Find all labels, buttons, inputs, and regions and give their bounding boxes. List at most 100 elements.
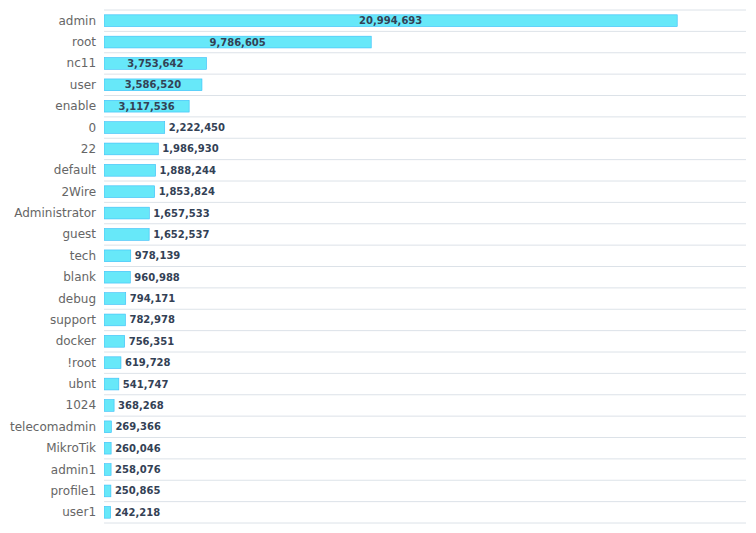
separator [104, 523, 746, 524]
separator [104, 437, 746, 438]
tick-label: support [50, 313, 96, 327]
tick-label: 1024 [66, 398, 97, 412]
data-labels: 20,994,693 9,786,605 3,753,642 3,586,520 3,1… [115, 15, 423, 518]
bar [104, 485, 111, 497]
separator [104, 480, 746, 481]
data-label: 2,222,450 [169, 122, 225, 133]
separator [104, 138, 746, 139]
bar [104, 271, 130, 283]
separator [104, 266, 746, 267]
bar [104, 79, 202, 91]
data-label: 3,117,536 [118, 101, 174, 112]
tick-label: enable [55, 99, 96, 113]
data-label: 541,747 [123, 379, 169, 390]
tick-label: nc11 [67, 56, 96, 70]
separator [104, 159, 746, 160]
tick-label: 2Wire [61, 185, 96, 199]
separator [104, 74, 746, 75]
data-label: 782,978 [129, 314, 175, 325]
bar [104, 15, 677, 27]
data-label: 794,171 [130, 293, 176, 304]
data-label: 258,076 [115, 464, 161, 475]
data-label: 1,853,824 [159, 186, 215, 197]
data-label: 242,218 [115, 507, 161, 518]
data-label: 3,753,642 [127, 58, 183, 69]
bar [104, 506, 111, 518]
tick-label: profile1 [51, 484, 97, 498]
bar [104, 122, 165, 134]
separator [104, 501, 746, 502]
separator [104, 458, 746, 459]
separator [104, 181, 746, 182]
bar [104, 293, 126, 305]
tick-label: admin1 [51, 463, 96, 477]
bar [104, 100, 189, 112]
tick-label: default [54, 163, 97, 177]
bar [104, 164, 156, 176]
bar [104, 378, 119, 390]
data-label: 20,994,693 [359, 15, 422, 26]
tick-label: ubnt [69, 377, 97, 391]
separator [104, 373, 746, 374]
separator [104, 223, 746, 224]
data-label: 250,865 [115, 485, 161, 496]
tick-label: docker [56, 334, 96, 348]
separator [104, 31, 746, 32]
y-axis: admin root nc11 user enable 0 22 default 2Wire Ad… [10, 14, 96, 520]
tick-label: 0 [88, 121, 96, 135]
data-label: 978,139 [135, 250, 181, 261]
data-label: 9,786,605 [209, 37, 265, 48]
bar [104, 58, 206, 70]
data-label: 3,586,520 [125, 79, 181, 90]
data-label: 269,366 [115, 421, 161, 432]
tick-label: root [72, 35, 96, 49]
bar [104, 442, 111, 454]
data-label: 1,888,244 [160, 165, 216, 176]
data-label: 756,351 [129, 336, 175, 347]
data-label: 260,046 [115, 443, 161, 454]
bar [104, 229, 149, 241]
separator [104, 52, 746, 53]
bar [104, 143, 158, 155]
separator [104, 352, 746, 353]
tick-label: guest [62, 227, 96, 241]
bar [104, 314, 125, 326]
bar [104, 250, 131, 262]
bar [104, 207, 149, 219]
separator [104, 245, 746, 246]
bar [104, 357, 121, 369]
separator [104, 202, 746, 203]
chart: 20,994,693 9,786,605 3,753,642 3,586,520 3,1… [0, 0, 756, 533]
tick-label: blank [63, 270, 96, 284]
separator [104, 116, 746, 117]
separator [104, 287, 746, 288]
bar [104, 335, 125, 347]
separator [104, 95, 746, 96]
bar [104, 400, 114, 412]
bar [104, 186, 155, 198]
tick-label: !root [67, 356, 96, 370]
tick-label: user1 [62, 505, 96, 519]
separator [104, 309, 746, 310]
separator [104, 330, 746, 331]
tick-label: telecomadmin [10, 420, 96, 434]
data-label: 1,986,930 [162, 143, 218, 154]
bar [104, 421, 111, 433]
bar [104, 36, 371, 48]
tick-label: debug [58, 292, 96, 306]
data-label: 960,988 [134, 272, 180, 283]
tick-label: MikroTik [46, 441, 96, 455]
separator [104, 394, 746, 395]
tick-label: tech [70, 249, 96, 263]
data-label: 1,657,533 [153, 208, 209, 219]
tick-label: Administrator [14, 206, 96, 220]
separator [104, 416, 746, 417]
bars [104, 15, 677, 518]
data-label: 619,728 [125, 357, 171, 368]
data-label: 1,652,537 [153, 229, 209, 240]
separators [104, 10, 746, 523]
tick-label: user [70, 78, 96, 92]
tick-label: 22 [81, 142, 96, 156]
bar [104, 464, 111, 476]
tick-label: admin [58, 14, 96, 28]
